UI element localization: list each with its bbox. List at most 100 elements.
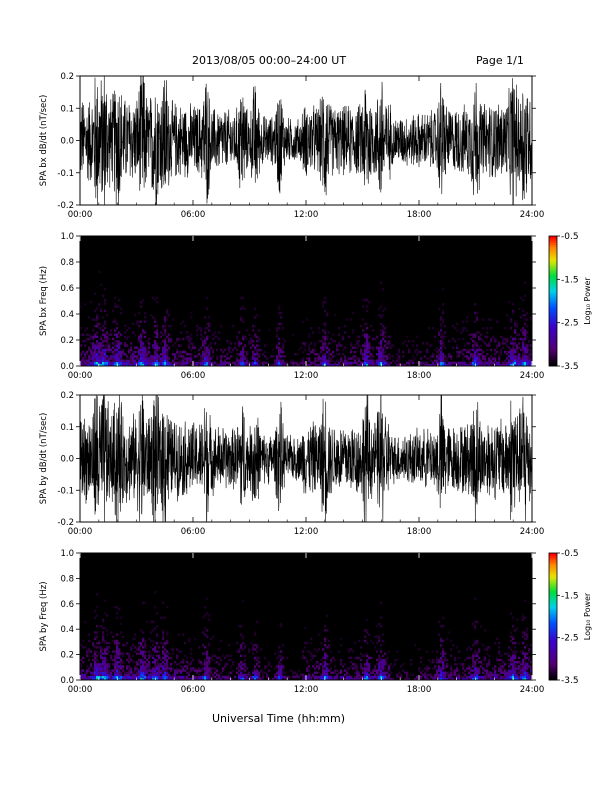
spectrogram-cell <box>474 333 477 336</box>
spectrogram-cell <box>440 673 443 677</box>
spectrogram-cell <box>188 340 191 343</box>
spectrogram-cell <box>426 667 429 670</box>
spectrogram-cell <box>140 353 143 356</box>
spectrogram-cell <box>220 361 223 365</box>
spectrogram-cell <box>122 350 125 354</box>
spectrogram-cell <box>338 342 341 345</box>
spectrogram-cell <box>192 346 195 349</box>
spectrogram-cell <box>264 350 267 354</box>
spectrogram-cell <box>376 650 379 653</box>
spectrogram-cell <box>292 671 295 674</box>
spectrogram-cell <box>438 340 441 343</box>
spectrogram-cell <box>136 663 139 666</box>
spectrogram-cell <box>334 340 337 343</box>
spectrogram-cell <box>374 675 377 679</box>
spectrogram-cell <box>326 359 329 362</box>
spectrogram-cell <box>454 658 457 662</box>
spectrogram-cell <box>246 677 249 681</box>
spectrogram-cell <box>324 342 327 345</box>
spectrogram-cell <box>410 673 413 677</box>
spectrogram-cell <box>314 663 317 666</box>
spectrogram-cell <box>480 675 483 679</box>
spectrogram-cell <box>118 350 121 354</box>
spectrogram-cell <box>262 361 265 365</box>
spectrogram-cell <box>130 673 133 677</box>
spectrogram-cell <box>240 624 243 628</box>
spectrogram-cell <box>132 359 135 362</box>
spectrogram-cell <box>440 671 443 674</box>
spectrogram-cell <box>114 296 117 300</box>
spectrogram-cell <box>156 344 159 347</box>
spectrogram-cell <box>362 677 365 681</box>
spectrogram-cell <box>382 327 385 330</box>
spectrogram-cell <box>414 348 417 352</box>
spectrogram-cell <box>92 346 95 349</box>
spectrogram-cell <box>464 327 467 330</box>
spectrogram-cell <box>142 350 145 354</box>
spectrogram-cell <box>80 363 83 367</box>
spectrogram-cell <box>322 355 325 358</box>
spectrogram-cell <box>120 665 123 668</box>
spectrogram-cell <box>462 353 465 356</box>
spectrogram-cell <box>266 665 269 668</box>
spectrogram-cell <box>84 677 87 681</box>
spectrogram-cell <box>526 311 529 315</box>
spectrogram-cell <box>342 337 345 341</box>
spectrogram-cell <box>140 344 143 347</box>
spectrogram-cell <box>208 644 211 647</box>
spectrogram-cell <box>504 327 507 330</box>
spectrogram-cell <box>174 677 177 681</box>
spectrogram-cell <box>510 671 513 674</box>
spectrogram-cell <box>498 363 501 367</box>
spectrogram-cell <box>520 316 523 319</box>
spectrogram-cell <box>110 656 113 660</box>
spectrogram-cell <box>282 671 285 674</box>
spectrogram-cell <box>194 637 197 641</box>
spectrogram-cell <box>392 677 395 681</box>
spectrogram-cell <box>176 353 179 356</box>
spectrogram-cell <box>252 324 255 328</box>
spectrogram-cell <box>138 671 141 674</box>
panel-1 <box>76 75 536 206</box>
spectrogram-cell <box>154 346 157 349</box>
spectrogram-cell <box>128 357 131 360</box>
spectrogram-cell <box>144 320 147 323</box>
spectrogram-cell <box>130 353 133 356</box>
spectrogram-cell <box>382 361 385 365</box>
spectrogram-cell <box>102 671 105 674</box>
spectrogram-cell <box>220 363 223 367</box>
spectrogram-cell <box>148 665 151 668</box>
spectrogram-cell <box>132 671 135 674</box>
spectrogram-cell <box>210 656 213 660</box>
spectrogram-cell <box>144 675 147 679</box>
spectrogram-cell <box>100 624 103 628</box>
spectrogram-cell <box>328 363 331 367</box>
spectrogram-cell <box>104 656 107 660</box>
spectrogram-cell <box>200 669 203 672</box>
spectrogram-cell <box>422 673 425 677</box>
spectrogram-cell <box>134 675 137 679</box>
spectrogram-cell <box>90 673 93 677</box>
series-trace <box>79 394 533 523</box>
spectrogram-cell <box>468 677 471 681</box>
spectrogram-cell <box>80 671 83 674</box>
spectrogram-cell <box>106 652 109 655</box>
spectrogram-cell <box>380 665 383 668</box>
spectrogram-cell <box>98 344 101 347</box>
spectrogram-cell <box>378 667 381 670</box>
spectrogram-cell <box>202 667 205 670</box>
spectrogram-cell <box>88 667 91 670</box>
spectrogram-cell <box>274 359 277 362</box>
spectrogram-cell <box>466 348 469 352</box>
spectrogram-cell <box>256 650 259 653</box>
spectrogram-cell <box>242 357 245 360</box>
y-tick-label: 0.2 <box>60 72 74 82</box>
spectrogram-cell <box>324 346 327 349</box>
spectrogram-cell <box>516 350 519 354</box>
spectrogram-cell <box>204 327 207 330</box>
spectrogram-cell <box>412 359 415 362</box>
x-axis-title: Universal Time (hh:mm) <box>212 712 345 725</box>
spectrogram-cell <box>130 658 133 662</box>
spectrogram-cell <box>474 641 477 645</box>
spectrogram-cell <box>160 342 163 345</box>
